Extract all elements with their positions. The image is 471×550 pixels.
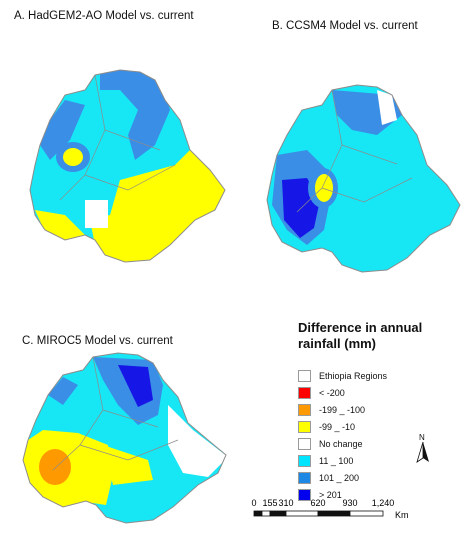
scale-segment <box>253 510 263 517</box>
scale-tick-label: 0 <box>251 498 256 508</box>
legend-item: < -200 <box>298 387 345 399</box>
legend-item: -199 _ -100 <box>298 404 365 416</box>
map-panel-c <box>22 352 227 524</box>
panel-a-title: A. HadGEM2-AO Model vs. current <box>14 10 194 22</box>
legend-swatch <box>298 438 311 450</box>
scale-segment <box>261 510 271 517</box>
legend-label: > 201 <box>319 490 342 500</box>
north-label: N <box>419 433 425 442</box>
scale-tick-label: 620 <box>310 498 325 508</box>
legend-label: Ethiopia Regions <box>319 371 388 381</box>
legend-item: Ethiopia Regions <box>298 370 387 382</box>
legend: Difference in annual rainfall (mm) Ethio… <box>298 320 458 501</box>
legend-label: 101 _ 200 <box>319 473 360 483</box>
scale-tick-label: 155 <box>262 498 277 508</box>
legend-swatch <box>298 455 311 467</box>
legend-swatch <box>298 404 311 416</box>
legend-swatch <box>298 421 311 433</box>
scale-segment <box>349 510 384 517</box>
scale-tick-label: 1,240 <box>372 498 395 508</box>
legend-item: 101 _ 200 <box>298 472 359 484</box>
legend-label: < -200 <box>319 388 345 398</box>
legend-item: > 201 <box>298 489 342 501</box>
legend-label: No change <box>319 439 363 449</box>
scale-segment <box>285 510 319 517</box>
map-panel-b <box>266 84 461 273</box>
legend-item: -99 _ -10 <box>298 421 355 433</box>
legend-swatch <box>298 370 311 382</box>
map-panel-a <box>29 69 226 263</box>
legend-item: 11 _ 100 <box>298 455 353 467</box>
legend-label: -199 _ -100 <box>319 405 366 415</box>
legend-title-line1: Difference in annual <box>298 320 423 335</box>
panel-c-title: C. MIROC5 Model vs. current <box>22 335 173 347</box>
legend-label: -99 _ -10 <box>319 422 356 432</box>
scale-tick-label: 930 <box>342 498 357 508</box>
legend-swatch <box>298 472 311 484</box>
legend-label: 11 _ 100 <box>319 456 354 466</box>
scale-unit: Km <box>395 510 409 520</box>
scale-tick-label: 310 <box>278 498 293 508</box>
legend-swatch <box>298 489 311 501</box>
legend-item: No change <box>298 438 363 450</box>
panel-b-title: B. CCSM4 Model vs. current <box>272 20 418 32</box>
scale-segment <box>269 510 287 517</box>
north-arrow-icon <box>416 441 429 463</box>
scale-segment <box>317 510 351 517</box>
legend-swatch <box>298 387 311 399</box>
legend-title-line2: rainfall (mm) <box>298 336 377 351</box>
